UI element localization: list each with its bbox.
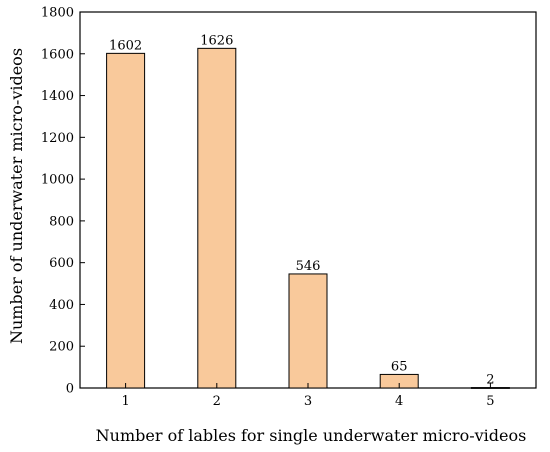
y-tick-label: 1600 [41, 47, 74, 62]
y-tick-label: 1200 [41, 131, 74, 146]
data-label: 1626 [200, 33, 233, 48]
x-tick-label: 3 [304, 394, 312, 409]
bars-group [106, 47, 510, 389]
x-axis-ticks: 1 2 3 4 5 [121, 383, 495, 409]
x-axis-title: Number of lables for single underwater m… [96, 426, 527, 445]
data-label: 2 [486, 373, 494, 388]
data-label: 65 [391, 359, 408, 374]
bar [197, 47, 237, 389]
y-tick-label: 200 [49, 340, 74, 355]
x-tick-label: 5 [486, 394, 494, 409]
data-label: 546 [296, 259, 321, 274]
y-axis-ticks: 0 200 400 600 800 1000 1200 1400 1600 1800 [41, 6, 85, 397]
y-tick-label: 0 [66, 382, 74, 397]
y-tick-label: 800 [49, 214, 74, 229]
y-tick-label: 400 [49, 298, 74, 313]
y-tick-label: 1800 [41, 6, 74, 21]
y-tick-label: 1000 [41, 173, 74, 188]
y-tick-label: 1400 [41, 89, 74, 104]
bar [106, 52, 146, 389]
y-axis-title: Number of underwater micro-videos [7, 48, 26, 344]
y-tick-label: 600 [49, 256, 74, 271]
x-tick-label: 4 [395, 394, 403, 409]
bar [288, 273, 328, 389]
x-tick-label: 1 [121, 394, 129, 409]
data-labels-group: 1602 1626 546 65 2 [109, 33, 494, 387]
data-label: 1602 [109, 38, 142, 53]
x-tick-label: 2 [213, 394, 221, 409]
